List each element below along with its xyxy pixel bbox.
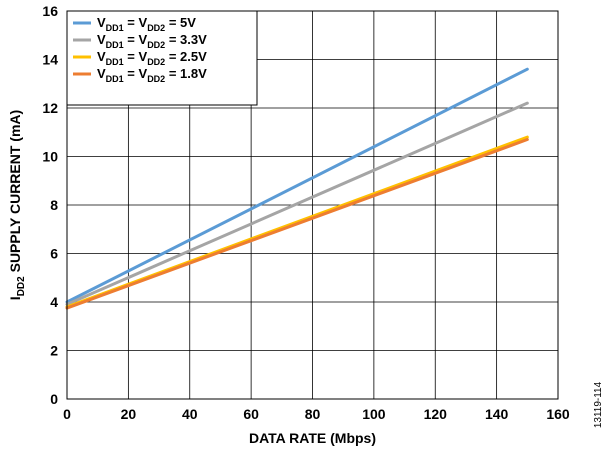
legend-text: V	[97, 66, 106, 81]
x-tick-label: 40	[182, 406, 198, 422]
legend-entry-label: VDD1 = VDD2 = 1.8V	[97, 66, 207, 84]
legend-text: = 2.5V	[165, 49, 207, 64]
legend-subscript: DD2	[147, 74, 165, 84]
series-line	[65, 138, 529, 310]
legend-subscript: DD2	[147, 57, 165, 67]
legend-text: V	[97, 49, 106, 64]
legend-text: = 5V	[165, 15, 196, 30]
y-tick-label: 4	[50, 294, 58, 310]
legend-text: = 1.8V	[165, 66, 207, 81]
y-tick-label: 2	[50, 343, 58, 359]
tick-labels: 0 20 40 60 80 100 120 140 160 0 2 4 6 8 10 12 14 16	[42, 3, 569, 422]
legend-text: = V	[124, 32, 148, 47]
plot-frame	[66, 10, 559, 400]
x-tick-label: 140	[485, 406, 509, 422]
legend-text: = 3.3V	[165, 32, 207, 47]
legend-subscript: DD1	[106, 40, 124, 50]
series-layer	[65, 67, 529, 310]
y-tick-label: 6	[50, 246, 58, 262]
legend-subscript: DD1	[106, 23, 124, 33]
series-line	[65, 101, 529, 306]
y-axis-title-subscript: DD2	[16, 276, 27, 296]
legend-entry-label: VDD1 = VDD2 = 2.5V	[97, 49, 207, 67]
y-axis-title: IDD2 SUPPLY CURRENT (mA)	[7, 110, 27, 300]
legend-subscript: DD2	[147, 40, 165, 50]
series-line	[65, 67, 529, 304]
legend-subscript: DD1	[106, 74, 124, 84]
y-axis-title-rest: SUPPLY CURRENT (mA)	[7, 110, 23, 276]
x-tick-label: 20	[121, 406, 137, 422]
legend-text: = V	[124, 66, 148, 81]
legend-subscript: DD1	[106, 57, 124, 67]
x-axis-title: DATA RATE (Mbps)	[249, 430, 376, 446]
legend-entry-label: VDD1 = VDD2 = 3.3V	[97, 32, 207, 50]
x-tick-label: 160	[546, 406, 570, 422]
legend-text: V	[97, 15, 106, 30]
legend-text: = V	[124, 49, 148, 64]
y-tick-label: 12	[42, 100, 58, 116]
y-axis-title-prefix: I	[7, 296, 23, 300]
y-tick-label: 10	[42, 149, 58, 165]
grid-layer	[67, 11, 558, 399]
x-tick-label: 80	[305, 406, 321, 422]
x-tick-label: 0	[63, 406, 71, 422]
legend-text: = V	[124, 15, 148, 30]
x-tick-label: 100	[362, 406, 386, 422]
legend-entry-label: VDD1 = VDD2 = 5V	[97, 15, 196, 33]
legend-text: V	[97, 32, 106, 47]
legend-subscript: DD2	[147, 23, 165, 33]
y-tick-label: 14	[42, 52, 58, 68]
y-tick-label: 8	[50, 197, 58, 213]
x-tick-label: 120	[424, 406, 448, 422]
y-tick-label: 0	[50, 391, 58, 407]
figure-id: 13119-114	[593, 381, 604, 428]
y-tick-label: 16	[42, 3, 58, 19]
x-tick-label: 60	[243, 406, 259, 422]
